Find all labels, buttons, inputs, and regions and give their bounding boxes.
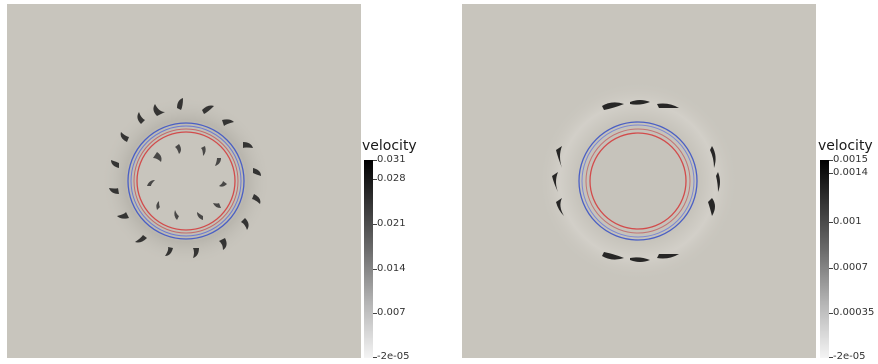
colorbar-tick	[373, 313, 377, 314]
velocity-field-plot-right	[462, 4, 816, 358]
turbulent-streaks	[552, 100, 720, 262]
colorbar-label: -2e-05	[833, 351, 866, 362]
field-render-right	[462, 4, 816, 358]
colorbar-gradient	[364, 160, 373, 358]
ring-blue-outer	[578, 121, 698, 241]
colorbar-label: 0.00035	[833, 307, 875, 318]
field-render-left	[7, 4, 361, 358]
colorbar-label: 0.031	[377, 154, 406, 165]
ring-blue-mid	[581, 124, 695, 238]
rings-right	[578, 121, 698, 241]
colorbar-right: velocity 0.0015 0.0014 0.001 0.0007 0.00…	[818, 138, 878, 364]
colorbar-label: 0.028	[377, 173, 406, 184]
colorbar-gradient	[820, 160, 829, 358]
colorbar-left: velocity 0.031 0.028 0.021 0.014 0.007 -…	[362, 138, 502, 364]
colorbar-tick	[373, 179, 377, 180]
colorbar-label: 0.0015	[833, 154, 868, 165]
rings-left	[127, 122, 245, 240]
ring-red-inner	[136, 131, 236, 231]
colorbar-label: 0.0007	[833, 262, 868, 273]
colorbar-label: 0.001	[833, 216, 862, 227]
colorbar-tick	[373, 357, 377, 358]
colorbar-tick	[829, 268, 833, 269]
colorbar-tick	[373, 224, 377, 225]
ring-blue-mid	[130, 125, 242, 237]
colorbar-tick	[829, 313, 833, 314]
disturbance-halo	[538, 81, 738, 281]
ring-red-inner	[589, 132, 687, 230]
disturbance-halo	[101, 96, 271, 266]
velocity-field-plot-left	[7, 4, 361, 358]
colorbar-label: 0.014	[377, 263, 406, 274]
turbulent-streaks-outer	[109, 98, 261, 258]
colorbar-tick	[829, 173, 833, 174]
turbulent-streaks-inner	[147, 144, 227, 220]
colorbar-label: 0.0014	[833, 167, 868, 178]
colorbar-label: 0.021	[377, 218, 406, 229]
colorbar-tick	[829, 222, 833, 223]
colorbar-label: 0.007	[377, 307, 406, 318]
colorbar-tick	[373, 269, 377, 270]
ring-red-outer	[133, 128, 239, 234]
colorbar-tick	[829, 357, 833, 358]
colorbar-label: -2e-05	[377, 351, 410, 362]
colorbar-tick	[829, 160, 833, 161]
colorbar-title: velocity	[362, 138, 417, 154]
ring-red-outer	[585, 128, 691, 234]
colorbar-tick	[373, 160, 377, 161]
ring-blue-outer	[127, 122, 245, 240]
colorbar-title: velocity	[818, 138, 873, 154]
